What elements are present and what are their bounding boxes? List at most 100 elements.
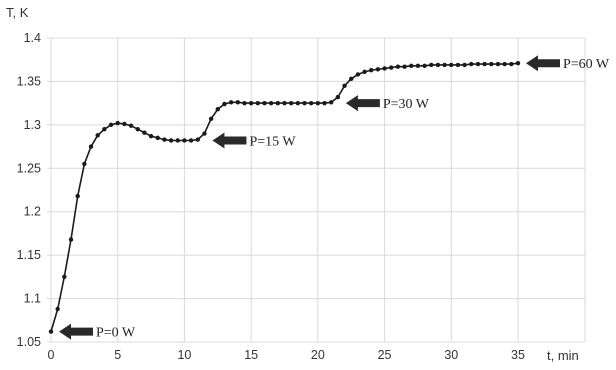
data-point: [275, 100, 281, 106]
data-point: [482, 61, 487, 67]
arrow-icon: [212, 132, 247, 149]
data-point: [175, 138, 180, 143]
x-tick-label: 20: [311, 348, 325, 362]
data-point: [362, 69, 367, 75]
data-point: [449, 62, 454, 68]
chart-grid: [47, 37, 586, 343]
data-point: [162, 137, 167, 142]
data-point: [235, 100, 240, 105]
annotation-arrow: P=15 W: [212, 132, 296, 149]
data-point: [182, 138, 187, 143]
data-point: [195, 137, 200, 142]
data-point: [322, 100, 327, 106]
x-tick-label: 30: [444, 348, 458, 362]
data-point: [288, 100, 294, 106]
x-tick-label: 0: [48, 348, 55, 362]
y-tick-label: 1.05: [17, 335, 41, 349]
data-point: [402, 64, 407, 69]
data-point: [262, 100, 267, 106]
data-point: [62, 274, 67, 280]
data-point: [68, 237, 74, 242]
data-point: [509, 61, 514, 67]
data-point: [429, 62, 434, 68]
x-tick-label: 35: [511, 348, 525, 362]
arrow-icon: [59, 323, 93, 340]
y-tick-label: 1.15: [17, 248, 41, 262]
x-tick-label: 25: [378, 348, 392, 362]
data-point: [462, 62, 467, 68]
data-point: [395, 64, 401, 69]
x-tick-label: 10: [177, 348, 191, 362]
x-tick-label: 15: [244, 348, 258, 362]
y-tick-label: 1.35: [17, 74, 41, 88]
data-point: [115, 120, 120, 126]
data-point: [248, 100, 254, 106]
data-point: [155, 135, 160, 141]
annotation-label: P=60 W: [563, 57, 610, 72]
arrow-icon: [345, 95, 380, 112]
data-point: [308, 100, 314, 106]
data-point: [455, 62, 461, 68]
data-point: [102, 127, 107, 132]
data-point: [475, 61, 481, 67]
data-point: [188, 138, 194, 143]
data-point: [335, 94, 341, 100]
data-point: [48, 329, 54, 334]
data-point: [142, 130, 147, 135]
arrow-icon: [526, 55, 560, 72]
data-point: [108, 122, 114, 128]
data-point: [135, 127, 140, 132]
data-point: [302, 100, 307, 106]
data-point: [422, 63, 427, 68]
data-point: [215, 107, 220, 112]
chart-series: [48, 60, 521, 334]
y-tick-label: 1.3: [24, 118, 41, 132]
annotation-arrow: P=30 W: [345, 95, 430, 112]
data-point: [515, 60, 521, 66]
y-axis-title: T, K: [6, 5, 29, 20]
data-point: [415, 63, 421, 68]
annotation-label: P=0 W: [96, 326, 136, 341]
annotation-label: P=15 W: [249, 134, 296, 149]
data-point: [75, 193, 80, 199]
chart-annotations: P=0 W P=15 W P=30 W P=60 W: [59, 55, 610, 341]
data-point: [329, 100, 334, 105]
data-point: [95, 133, 100, 138]
x-tick-label: 5: [114, 348, 121, 362]
y-tick-label: 1.2: [24, 205, 41, 219]
data-point: [282, 100, 287, 106]
data-point: [82, 161, 87, 167]
data-point: [389, 65, 394, 70]
annotation-label: P=30 W: [383, 97, 430, 112]
data-point: [355, 72, 361, 77]
data-point: [315, 100, 321, 106]
data-point: [469, 61, 474, 67]
data-point: [369, 67, 374, 73]
data-point: [495, 61, 501, 67]
data-point: [349, 76, 354, 82]
data-point: [435, 62, 441, 68]
data-point: [409, 63, 414, 68]
chart-tick-labels: 1.05 1.1 1.15 1.2 1.25 1.3 1.35 1.4 0 5 10 15 20 25 30…: [17, 31, 525, 362]
data-point: [122, 121, 127, 127]
data-point: [208, 116, 214, 121]
data-point: [442, 62, 447, 68]
y-tick-label: 1.1: [24, 292, 41, 306]
data-point: [88, 144, 94, 149]
data-point: [202, 131, 207, 136]
x-axis-title: t, min: [547, 348, 579, 363]
y-tick-label: 1.25: [17, 161, 41, 175]
data-point: [255, 100, 261, 106]
data-point: [222, 101, 227, 107]
annotation-arrow: P=0 W: [59, 323, 136, 341]
y-tick-label: 1.4: [24, 31, 41, 45]
data-point: [489, 61, 494, 67]
data-point: [268, 100, 274, 106]
data-point: [128, 123, 134, 128]
data-point: [55, 306, 60, 312]
annotation-arrow: P=60 W: [526, 55, 610, 72]
data-point: [382, 66, 387, 71]
data-point: [168, 138, 174, 143]
data-point: [228, 100, 234, 105]
